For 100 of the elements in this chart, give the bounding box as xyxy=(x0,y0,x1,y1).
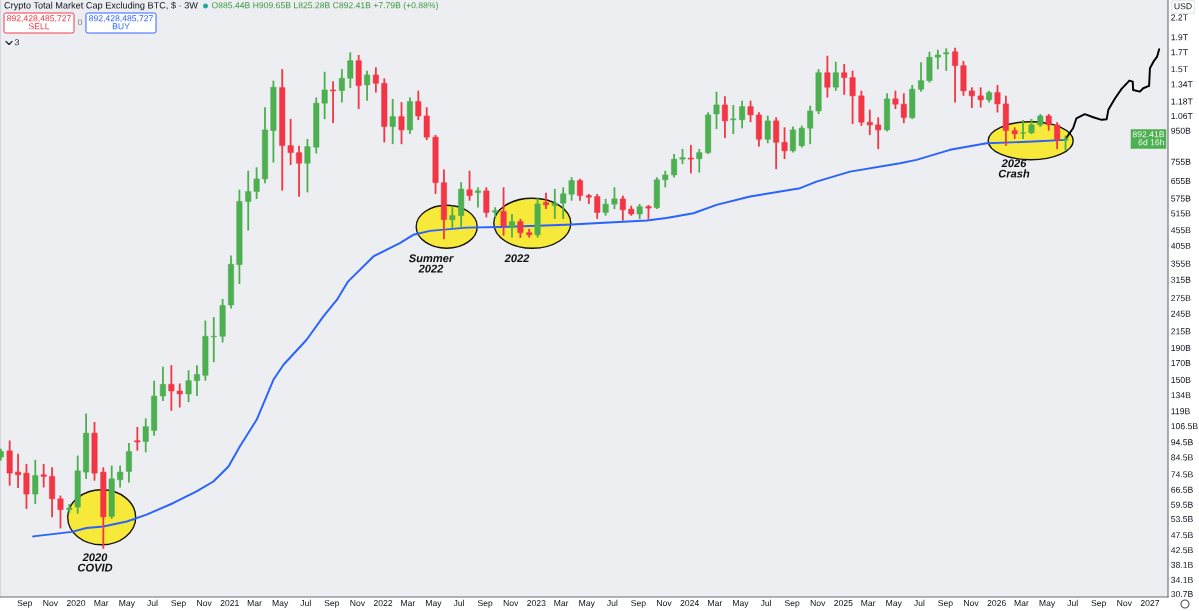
candlestick xyxy=(798,125,805,148)
x-tick-label: Mar xyxy=(1014,600,1029,607)
y-tick-label: 455B xyxy=(1170,227,1191,234)
candlestick xyxy=(117,465,124,488)
candlestick xyxy=(338,69,345,103)
annotation: 892.41B 6d 16h xyxy=(1132,131,1165,146)
x-tick-label: 2026 xyxy=(987,600,1006,607)
candlestick xyxy=(296,145,303,197)
y-tick-label: 47.5B xyxy=(1170,532,1193,539)
x-tick-label: Sep xyxy=(171,600,186,608)
annotation: 2026 Crash xyxy=(998,159,1030,178)
candlestick xyxy=(32,459,39,504)
y-tick-label: 1.5T xyxy=(1171,66,1188,73)
x-tick-label: Nov xyxy=(1117,600,1132,607)
candlestick xyxy=(739,100,746,129)
x-tick-label: Mar xyxy=(401,600,416,607)
y-tick-label: 84.5B xyxy=(1171,454,1193,461)
candlestick xyxy=(194,365,200,396)
candlestick xyxy=(492,207,499,218)
candlestick xyxy=(713,91,720,130)
x-tick-label: Mar xyxy=(94,600,109,607)
candlestick xyxy=(977,87,984,108)
y-tick-label: 53.5B xyxy=(1171,516,1193,523)
x-tick-label: Mar xyxy=(861,600,876,607)
y-tick-label: 106.5B xyxy=(1171,423,1198,430)
candlestick xyxy=(943,48,950,71)
y-tick-label: 315B xyxy=(1171,276,1191,283)
x-tick-label: Nov xyxy=(43,600,59,607)
candlestick xyxy=(918,62,925,92)
candlestick xyxy=(577,178,583,201)
chart-subtitle: O885.44B H909.65B L825.28B C892.41B +7.79B (+0.88%) xyxy=(211,1,438,11)
candlestick xyxy=(159,366,166,402)
candlestick xyxy=(23,463,30,509)
candlestick xyxy=(347,52,354,89)
candlestick xyxy=(449,205,456,229)
x-tick-label: Jul xyxy=(914,599,925,607)
y-tick-label: 215B xyxy=(1171,328,1191,335)
y-tick-label: 755B xyxy=(1171,158,1191,165)
y-tick-label: 59.5B xyxy=(1171,501,1193,508)
x-tick-label: 2020 xyxy=(66,600,86,607)
annotation: Summer 2022 xyxy=(408,254,454,273)
x-tick-label: Jul xyxy=(760,599,771,607)
candlestick xyxy=(730,104,737,135)
x-tick-label: Sep xyxy=(17,600,33,608)
candlestick xyxy=(57,495,64,529)
chart-title: Crypto Total Market Cap Excluding BTC, $ · 3W xyxy=(4,1,198,11)
candlestick xyxy=(500,187,507,236)
candlestick xyxy=(508,213,515,238)
y-tick-label: 405B xyxy=(1170,242,1191,249)
x-tick-label: Mar xyxy=(247,600,262,607)
candlestick xyxy=(994,84,1001,113)
y-tick-label: 38.1B xyxy=(1171,561,1193,568)
x-tick-label: May xyxy=(1039,600,1056,608)
candlestick xyxy=(466,170,473,201)
candlestick xyxy=(49,467,56,518)
candlestick xyxy=(134,426,141,451)
y-tick-label: 190B xyxy=(1171,344,1191,352)
y-tick-label: 42.5B xyxy=(1170,547,1193,554)
x-tick-label: Mar xyxy=(708,600,723,607)
y-tick-label: 119B xyxy=(1171,408,1190,415)
candlestick xyxy=(687,144,694,174)
candlestick xyxy=(185,370,192,403)
candlestick xyxy=(619,195,626,221)
x-tick-label: Jul xyxy=(453,599,464,607)
candlestick xyxy=(125,443,132,483)
candlestick xyxy=(372,67,379,93)
x-tick-label: May xyxy=(272,600,289,608)
x-tick-label: May xyxy=(426,600,442,608)
y-tick-label: 275B xyxy=(1171,295,1191,302)
y-tick-label: 66.5B xyxy=(1171,486,1193,493)
candlestick xyxy=(764,115,771,144)
x-tick-label: Nov xyxy=(657,600,672,607)
y-tick-label: 1.18T xyxy=(1171,98,1193,105)
candlestick xyxy=(747,100,754,123)
x-tick-label: Sep xyxy=(938,600,953,608)
annotation: 3 xyxy=(14,39,20,46)
y-tick-label: 1.7T xyxy=(1171,49,1188,56)
x-tick-label: May xyxy=(886,600,902,608)
y-tick-label: 575B xyxy=(1171,195,1191,202)
candlestick xyxy=(721,96,728,139)
y-tick-label: 355B xyxy=(1171,260,1191,267)
x-tick-label: May xyxy=(733,600,749,608)
x-tick-label: Jul xyxy=(147,599,158,607)
candlestick xyxy=(585,193,592,205)
candlestick xyxy=(696,148,703,173)
candlestick xyxy=(6,440,13,486)
candlestick xyxy=(398,102,405,145)
x-tick-label: 2022 xyxy=(373,600,393,607)
candlestick xyxy=(1054,122,1061,150)
candlestick xyxy=(304,138,311,193)
y-tick-label: 74.5B xyxy=(1171,471,1193,478)
x-tick-label: 2023 xyxy=(527,600,546,607)
x-tick-label: Nov xyxy=(964,600,979,607)
candlestick xyxy=(789,126,796,153)
candlestick xyxy=(389,98,396,145)
x-tick-label: 2025 xyxy=(834,600,853,607)
x-tick-label: Sep xyxy=(324,600,340,608)
candlestick xyxy=(611,187,618,210)
y-tick-label: 2.2T xyxy=(1171,14,1188,21)
x-tick-label: Jul xyxy=(300,599,311,607)
